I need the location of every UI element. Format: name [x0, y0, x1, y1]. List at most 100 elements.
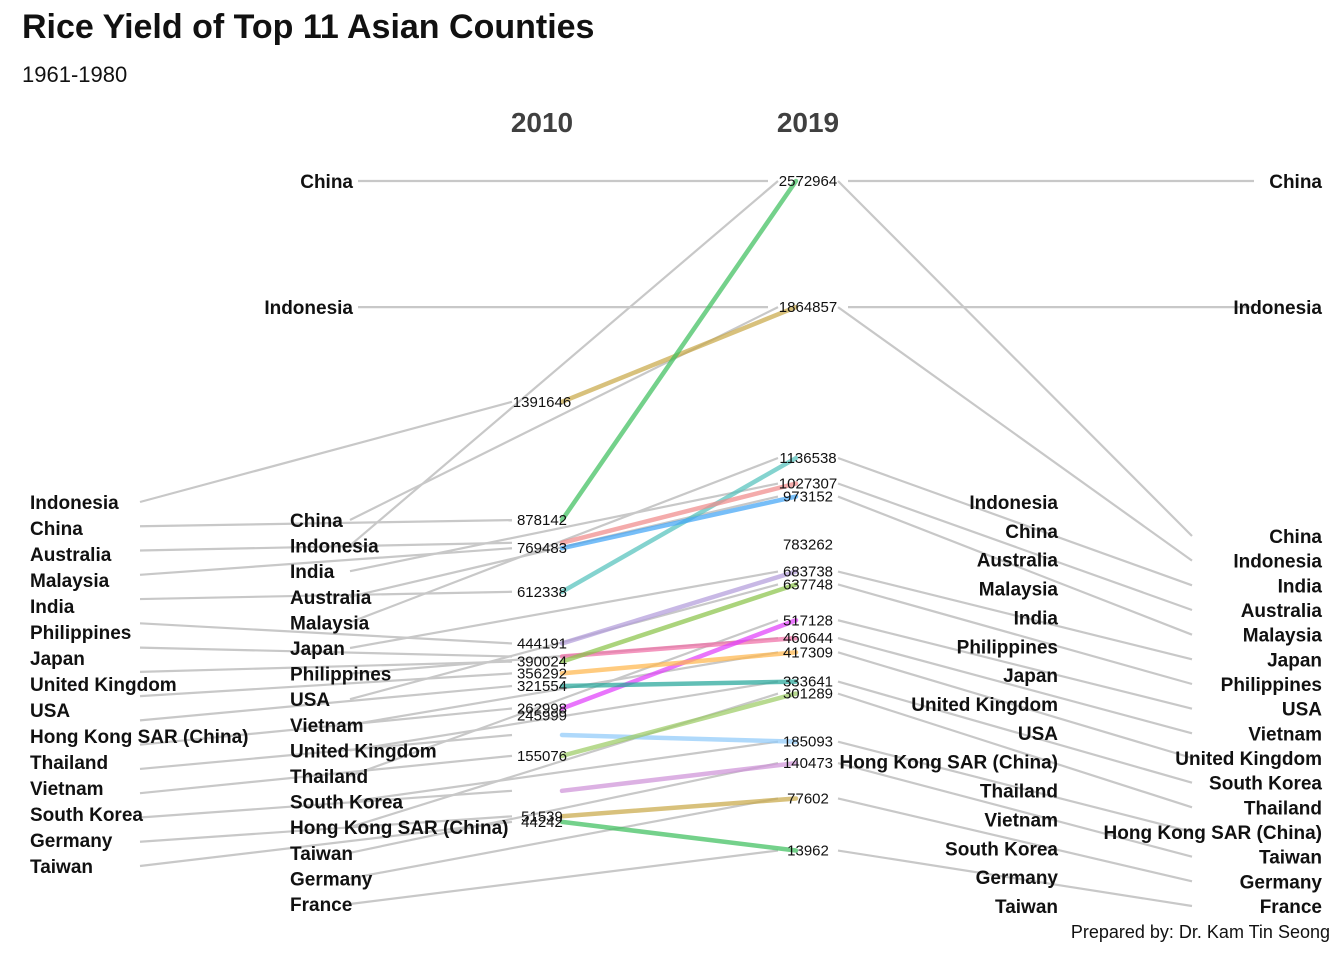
connector-line	[837, 180, 1193, 537]
connector-line	[837, 570, 1193, 661]
connector-line	[139, 815, 513, 843]
country-label: Germany	[1240, 872, 1323, 893]
country-label: Thailand	[30, 753, 108, 774]
connector-line	[139, 541, 513, 552]
country-label: Germany	[30, 831, 113, 852]
connector-line	[349, 762, 779, 854]
value-label: 155076	[517, 748, 567, 765]
country-label: South Korea	[290, 793, 403, 814]
connector-line	[837, 762, 1193, 858]
connector-line	[139, 660, 513, 673]
value-label: 612338	[517, 584, 567, 601]
country-label: Indonesia	[290, 537, 379, 558]
value-label: 637748	[783, 576, 833, 593]
connector-line	[837, 797, 1193, 883]
value-label: 878142	[517, 512, 567, 529]
country-label: Philippines	[290, 665, 391, 686]
country-label: Hong Kong SAR (China)	[290, 818, 508, 839]
slope-line	[559, 796, 799, 819]
value-label: 262998	[517, 701, 567, 718]
country-label: Vietnam	[290, 716, 364, 737]
country-label: Malaysia	[290, 613, 370, 634]
country-label: United Kingdom	[30, 675, 177, 696]
slope-line	[559, 582, 799, 664]
country-label: Indonesia	[30, 493, 119, 514]
value-labels: 1391646 878142 769483 612338 444191 390024356…	[513, 173, 837, 860]
connector-line	[139, 820, 513, 868]
country-label: Philippines	[30, 623, 131, 644]
value-label: 2572964	[779, 173, 837, 190]
value-label: 460644	[783, 630, 833, 647]
slope-line	[559, 819, 799, 853]
connector-line	[139, 733, 513, 771]
country-label: South Korea	[30, 805, 143, 826]
connector-line	[139, 400, 513, 504]
value-label: 517128	[783, 612, 833, 629]
country-label: Thailand	[1244, 798, 1322, 819]
value-label: 44242	[521, 814, 563, 831]
country-label: Thailand	[980, 782, 1058, 803]
country-label: France	[290, 895, 352, 916]
connector-line	[139, 622, 513, 645]
connector-line	[349, 651, 779, 726]
country-label: France	[1260, 897, 1322, 918]
value-label: 77602	[787, 790, 829, 807]
connector-line	[139, 547, 513, 576]
connector-line	[349, 680, 779, 752]
country-label: Australia	[290, 588, 372, 609]
country-label: Taiwan	[995, 897, 1058, 918]
connector-line	[837, 456, 1193, 587]
country-label: China	[1269, 527, 1322, 548]
country-label: South Korea	[945, 839, 1058, 860]
country-label: Hong Kong SAR (China)	[30, 727, 248, 748]
country-label: South Korea	[1209, 774, 1322, 795]
connector-line	[139, 684, 513, 722]
connector-line	[837, 651, 1193, 760]
country-label: USA	[30, 701, 70, 722]
country-label: Malaysia	[30, 571, 110, 592]
connector-line	[837, 583, 1193, 686]
country-label: India	[290, 562, 335, 583]
country-label: Philippines	[957, 637, 1058, 658]
country-label: Japan	[1267, 650, 1322, 671]
connector-line	[837, 482, 1193, 612]
country-label: Japan	[290, 639, 345, 660]
connector-line	[837, 692, 1193, 809]
slope-line	[559, 650, 799, 676]
connector-line	[139, 672, 513, 698]
country-label: Germany	[290, 869, 373, 890]
country-label: Taiwan	[290, 844, 353, 865]
connector-line	[837, 495, 1193, 636]
connector-line	[837, 637, 1193, 735]
value-label: 333641	[783, 674, 833, 691]
value-label: 1027307	[779, 476, 837, 493]
country-label: Indonesia	[264, 298, 353, 319]
value-label: 444191	[517, 635, 567, 652]
country-label: USA	[1018, 724, 1058, 745]
country-label: Hong Kong SAR (China)	[840, 753, 1058, 774]
slope-line	[559, 455, 799, 595]
connector-line	[837, 849, 1193, 908]
country-label: Philippines	[1221, 675, 1322, 696]
slope-line	[559, 679, 799, 689]
value-label: 1136538	[779, 450, 836, 467]
connector-line	[139, 646, 513, 658]
value-label: 783262	[783, 537, 833, 554]
slope-lines	[559, 178, 799, 853]
connector-line	[349, 482, 779, 573]
connector-line	[139, 707, 513, 746]
country-label: China	[30, 519, 83, 540]
value-label: 13962	[787, 843, 829, 860]
x-label-2019: 2019	[777, 107, 839, 138]
slope-line	[559, 569, 799, 646]
country-label: China	[1269, 172, 1322, 193]
value-label: 1391646	[513, 394, 571, 411]
country-label: China	[1005, 522, 1058, 543]
country-label: Malaysia	[1243, 626, 1323, 647]
country-label: India	[1014, 608, 1059, 629]
value-label: 769483	[517, 540, 567, 557]
connector-line	[349, 797, 779, 880]
country-label: Hong Kong SAR (China)	[1104, 823, 1322, 844]
country-label: Japan	[30, 649, 85, 670]
connector-line	[837, 740, 1193, 834]
